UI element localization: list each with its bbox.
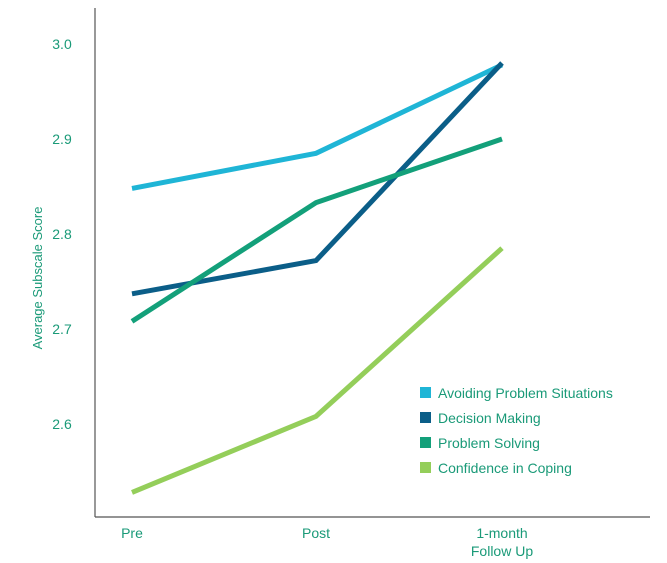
legend-swatch [420,387,431,398]
series-line-0 [131,62,504,191]
y-tick-label: 2.7 [52,321,72,337]
legend-swatch [420,437,431,448]
series-line-2 [130,136,503,324]
x-tick-label: 1-month [476,525,527,541]
legend-swatch [420,412,431,423]
x-tick-label: Follow Up [471,543,533,559]
legend-label: Decision Making [438,410,541,426]
legend-label: Confidence in Coping [438,460,572,476]
x-tick-label: Post [302,525,330,541]
y-tick-label: 2.8 [52,226,72,242]
x-tick-label: Pre [121,525,143,541]
legend-swatch [420,462,431,473]
series-line-3 [131,246,504,495]
y-tick-label: 2.9 [52,131,72,147]
legend-label: Problem Solving [438,435,540,451]
legend-label: Avoiding Problem Situations [438,385,613,401]
y-tick-label: 2.6 [52,416,72,432]
y-tick-label: 3.0 [52,36,72,52]
y-axis-title: Average Subscale Score [30,207,45,350]
